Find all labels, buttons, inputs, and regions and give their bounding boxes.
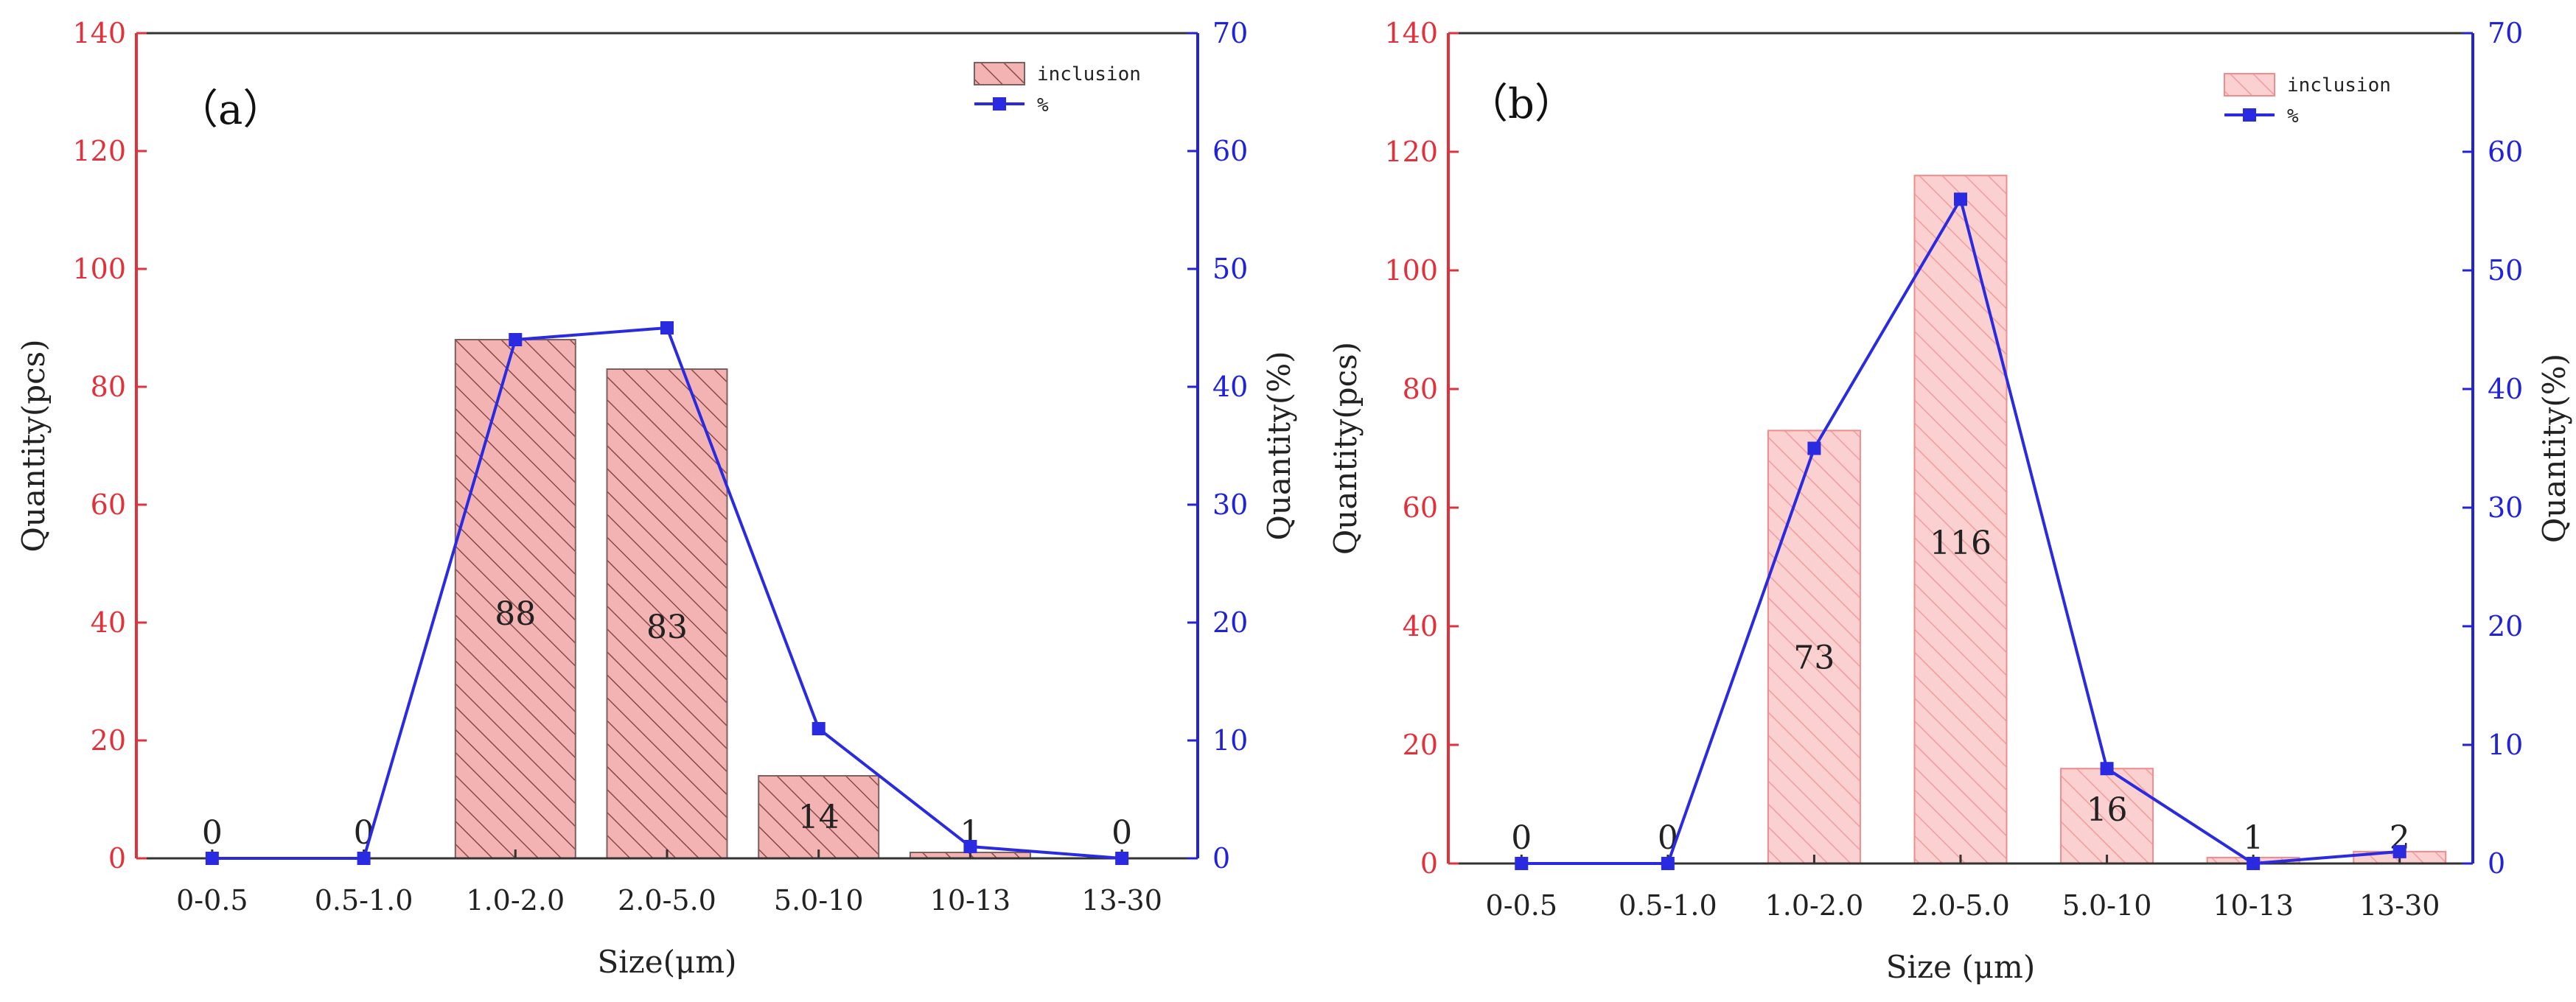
legend-swatch-percent-marker	[993, 97, 1006, 111]
y-tick-label-left: 80	[1403, 373, 1438, 405]
data-label: 14	[798, 799, 840, 836]
x-tick-label: 5.0-10	[2062, 889, 2152, 922]
data-label: 0	[1111, 814, 1132, 852]
y-tick-label-right: 0	[2488, 847, 2505, 880]
bar	[1913, 175, 2008, 864]
y-axis-title-left: Quantity(pcs)	[15, 339, 52, 552]
panel-label: （a）	[177, 86, 284, 134]
data-label: 88	[495, 595, 536, 633]
y-tick-label-right: 70	[2488, 17, 2523, 49]
percent-point	[1954, 192, 1967, 206]
y-tick-label-right: 10	[2488, 729, 2523, 761]
legend-label-percent: %	[2287, 105, 2299, 127]
y-axis-title-right: Quantity(%)	[2536, 354, 2572, 543]
x-tick-label: 2.0-5.0	[1911, 889, 2010, 922]
y-tick-label-left: 140	[72, 17, 126, 49]
y-tick-label-left: 120	[1384, 136, 1438, 168]
y-tick-label-right: 70	[1212, 17, 1248, 49]
y-tick-label-right: 40	[1212, 371, 1248, 403]
data-label: 0	[202, 814, 223, 852]
percent-point	[509, 333, 523, 346]
percent-point	[2247, 857, 2261, 870]
y-axis-title-right: Quantity(%)	[1261, 351, 1297, 540]
x-tick-label: 13-30	[2359, 889, 2440, 922]
percent-point	[1115, 852, 1129, 865]
y-tick-label-left: 120	[72, 135, 126, 167]
data-label: 0	[1658, 819, 1678, 857]
y-tick-label-right: 50	[2488, 254, 2523, 287]
percent-point	[1661, 857, 1675, 870]
percent-point	[660, 321, 674, 334]
bar	[606, 368, 728, 859]
percent-point	[963, 840, 977, 853]
y-tick-label-left: 20	[91, 724, 126, 757]
x-tick-label: 0-0.5	[176, 884, 248, 917]
legend-label-inclusion: inclusion	[2287, 74, 2391, 97]
y-tick-label-left: 100	[72, 253, 126, 285]
percent-point	[1807, 441, 1821, 455]
bar	[758, 775, 880, 859]
x-tick-label: 2.0-5.0	[618, 884, 716, 917]
data-label: 83	[646, 609, 688, 646]
percent-point	[2100, 762, 2114, 776]
y-tick-label-left: 0	[108, 842, 126, 875]
percent-point	[811, 722, 825, 735]
y-tick-label-right: 30	[2488, 491, 2523, 524]
percent-point	[357, 852, 371, 865]
percent-point	[1515, 857, 1529, 870]
legend-swatch-inclusion	[974, 62, 1025, 85]
y-tick-label-right: 30	[1212, 488, 1248, 521]
x-tick-label: 0-0.5	[1486, 889, 1557, 922]
legend-swatch-inclusion	[2224, 73, 2275, 97]
x-tick-label: 10-13	[2213, 889, 2294, 922]
y-tick-label-right: 20	[1212, 606, 1248, 639]
x-axis-title: Size (μm)	[1886, 949, 2035, 985]
y-tick-label-right: 60	[2488, 136, 2523, 168]
data-label: 0	[1511, 819, 1532, 857]
y-tick-label-left: 0	[1420, 847, 1438, 880]
y-tick-label-right: 50	[1212, 253, 1248, 285]
legend-label-inclusion: inclusion	[1037, 63, 1141, 85]
bar	[454, 339, 576, 859]
x-tick-label: 1.0-2.0	[466, 884, 565, 917]
legend-label-percent: %	[1037, 94, 1049, 116]
y-tick-label-left: 40	[91, 606, 126, 639]
x-tick-label: 5.0-10	[774, 884, 864, 917]
y-tick-label-right: 0	[1212, 842, 1230, 875]
y-tick-label-left: 60	[1403, 491, 1438, 524]
x-tick-label: 0.5-1.0	[1619, 889, 1717, 922]
x-tick-label: 10-13	[930, 884, 1011, 917]
data-label: 116	[1930, 525, 1992, 562]
x-tick-label: 0.5-1.0	[315, 884, 413, 917]
y-tick-label-left: 100	[1384, 254, 1438, 287]
y-tick-label-right: 10	[1212, 724, 1248, 757]
y-tick-label-right: 60	[1212, 135, 1248, 167]
y-axis-title-left: Quantity(pcs)	[1327, 342, 1364, 555]
y-tick-label-left: 60	[91, 488, 126, 521]
data-label: 73	[1793, 640, 1835, 677]
y-tick-label-right: 40	[2488, 373, 2523, 405]
panel-label: （b）	[1467, 80, 1576, 128]
x-tick-label: 1.0-2.0	[1765, 889, 1864, 922]
y-tick-label-right: 20	[2488, 610, 2523, 642]
percent-point	[2392, 844, 2406, 858]
y-tick-label-left: 80	[91, 371, 126, 403]
bar	[2060, 768, 2154, 864]
legend-swatch-percent-marker	[2243, 108, 2256, 122]
percent-point	[205, 852, 219, 865]
y-tick-label-left: 140	[1384, 17, 1438, 49]
y-tick-label-left: 40	[1403, 610, 1438, 642]
bar	[1767, 430, 1861, 864]
x-axis-title: Size(μm)	[597, 944, 736, 980]
data-label: 16	[2087, 791, 2128, 829]
y-tick-label-left: 20	[1403, 729, 1438, 761]
data-label: 1	[2243, 819, 2263, 857]
x-tick-label: 13-30	[1081, 884, 1162, 917]
